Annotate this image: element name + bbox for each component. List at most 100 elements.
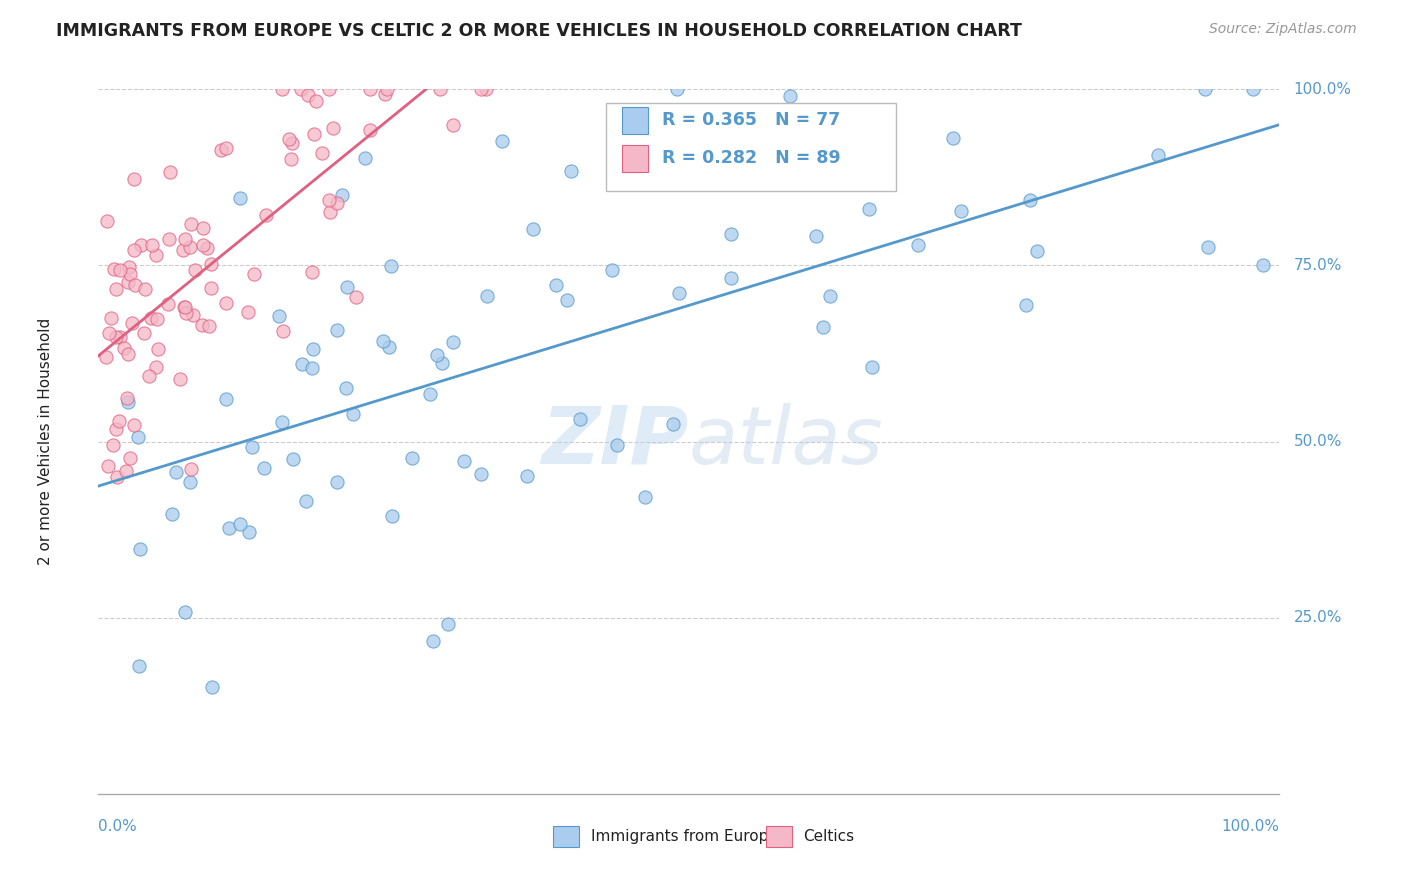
Point [117,260,139,274]
Point [122,243,145,257]
Point [120,267,142,281]
Point [120,451,142,466]
Point [115,392,138,406]
Point [100,310,122,325]
Text: Celtics: Celtics [803,829,855,844]
Point [179,475,201,490]
Point [568,412,591,426]
Text: 100.0%: 100.0% [1294,82,1351,96]
Point [804,229,827,244]
Point [229,516,252,531]
Point [254,208,277,222]
Point [318,82,340,96]
Text: 25.0%: 25.0% [1294,610,1341,625]
Point [157,232,180,246]
Point [290,82,312,96]
Point [162,507,184,521]
Point [326,196,349,211]
Point [301,264,323,278]
Point [426,348,449,362]
Point [1146,147,1168,161]
Point [302,127,325,141]
Point [942,131,965,145]
Point [145,311,167,326]
Point [271,415,294,429]
Point [443,334,465,349]
Point [98,326,121,341]
Point [437,616,460,631]
Point [127,430,149,444]
Point [546,278,568,293]
Point [430,356,453,370]
Point [141,238,163,252]
Point [214,392,236,406]
Point [97,459,120,474]
Point [453,454,475,468]
Point [1197,240,1219,254]
Point [238,524,260,539]
Point [104,422,127,436]
Point [359,123,381,137]
Point [419,386,441,401]
Point [1251,258,1274,272]
Point [401,450,423,465]
Point [606,438,628,452]
Point [174,605,197,619]
Text: 0.0%: 0.0% [98,819,138,833]
Point [180,217,202,231]
Point [173,232,195,246]
Point [470,82,492,96]
Point [174,306,197,320]
Point [560,163,582,178]
Point [949,204,972,219]
Point [354,151,377,165]
Text: R = 0.365   N = 77: R = 0.365 N = 77 [662,112,839,129]
Bar [621,145,648,171]
Point [121,316,143,330]
Point [148,342,170,356]
Point [134,282,156,296]
Point [422,633,444,648]
Point [491,134,513,148]
Point [602,263,624,277]
Point [811,319,834,334]
Point [129,541,152,556]
Point [429,82,451,96]
Point [209,143,232,157]
Point [138,368,160,383]
Point [295,493,318,508]
Point [441,118,464,132]
Point [342,408,364,422]
Point [1194,82,1216,96]
Point [907,237,929,252]
Point [101,438,124,452]
Point [326,475,349,489]
Point [302,343,325,357]
Point [129,237,152,252]
Point [145,248,167,262]
Point [378,340,401,354]
Bar [553,826,579,847]
Point [1025,244,1047,258]
Point [169,372,191,386]
Point [114,464,136,478]
Point [238,305,260,319]
Point [668,286,690,301]
Point [191,238,214,252]
Point [359,82,381,96]
Point [555,293,578,307]
Point [94,350,117,364]
Point [128,658,150,673]
Point [200,281,222,295]
Point [322,121,344,136]
Point [271,324,294,338]
Point [104,282,127,296]
Point [475,289,498,303]
Point [304,94,326,108]
Point [297,88,319,103]
Point [522,222,544,236]
Point [720,271,742,285]
Point [124,172,146,186]
Point [181,308,204,322]
Point [180,462,202,476]
